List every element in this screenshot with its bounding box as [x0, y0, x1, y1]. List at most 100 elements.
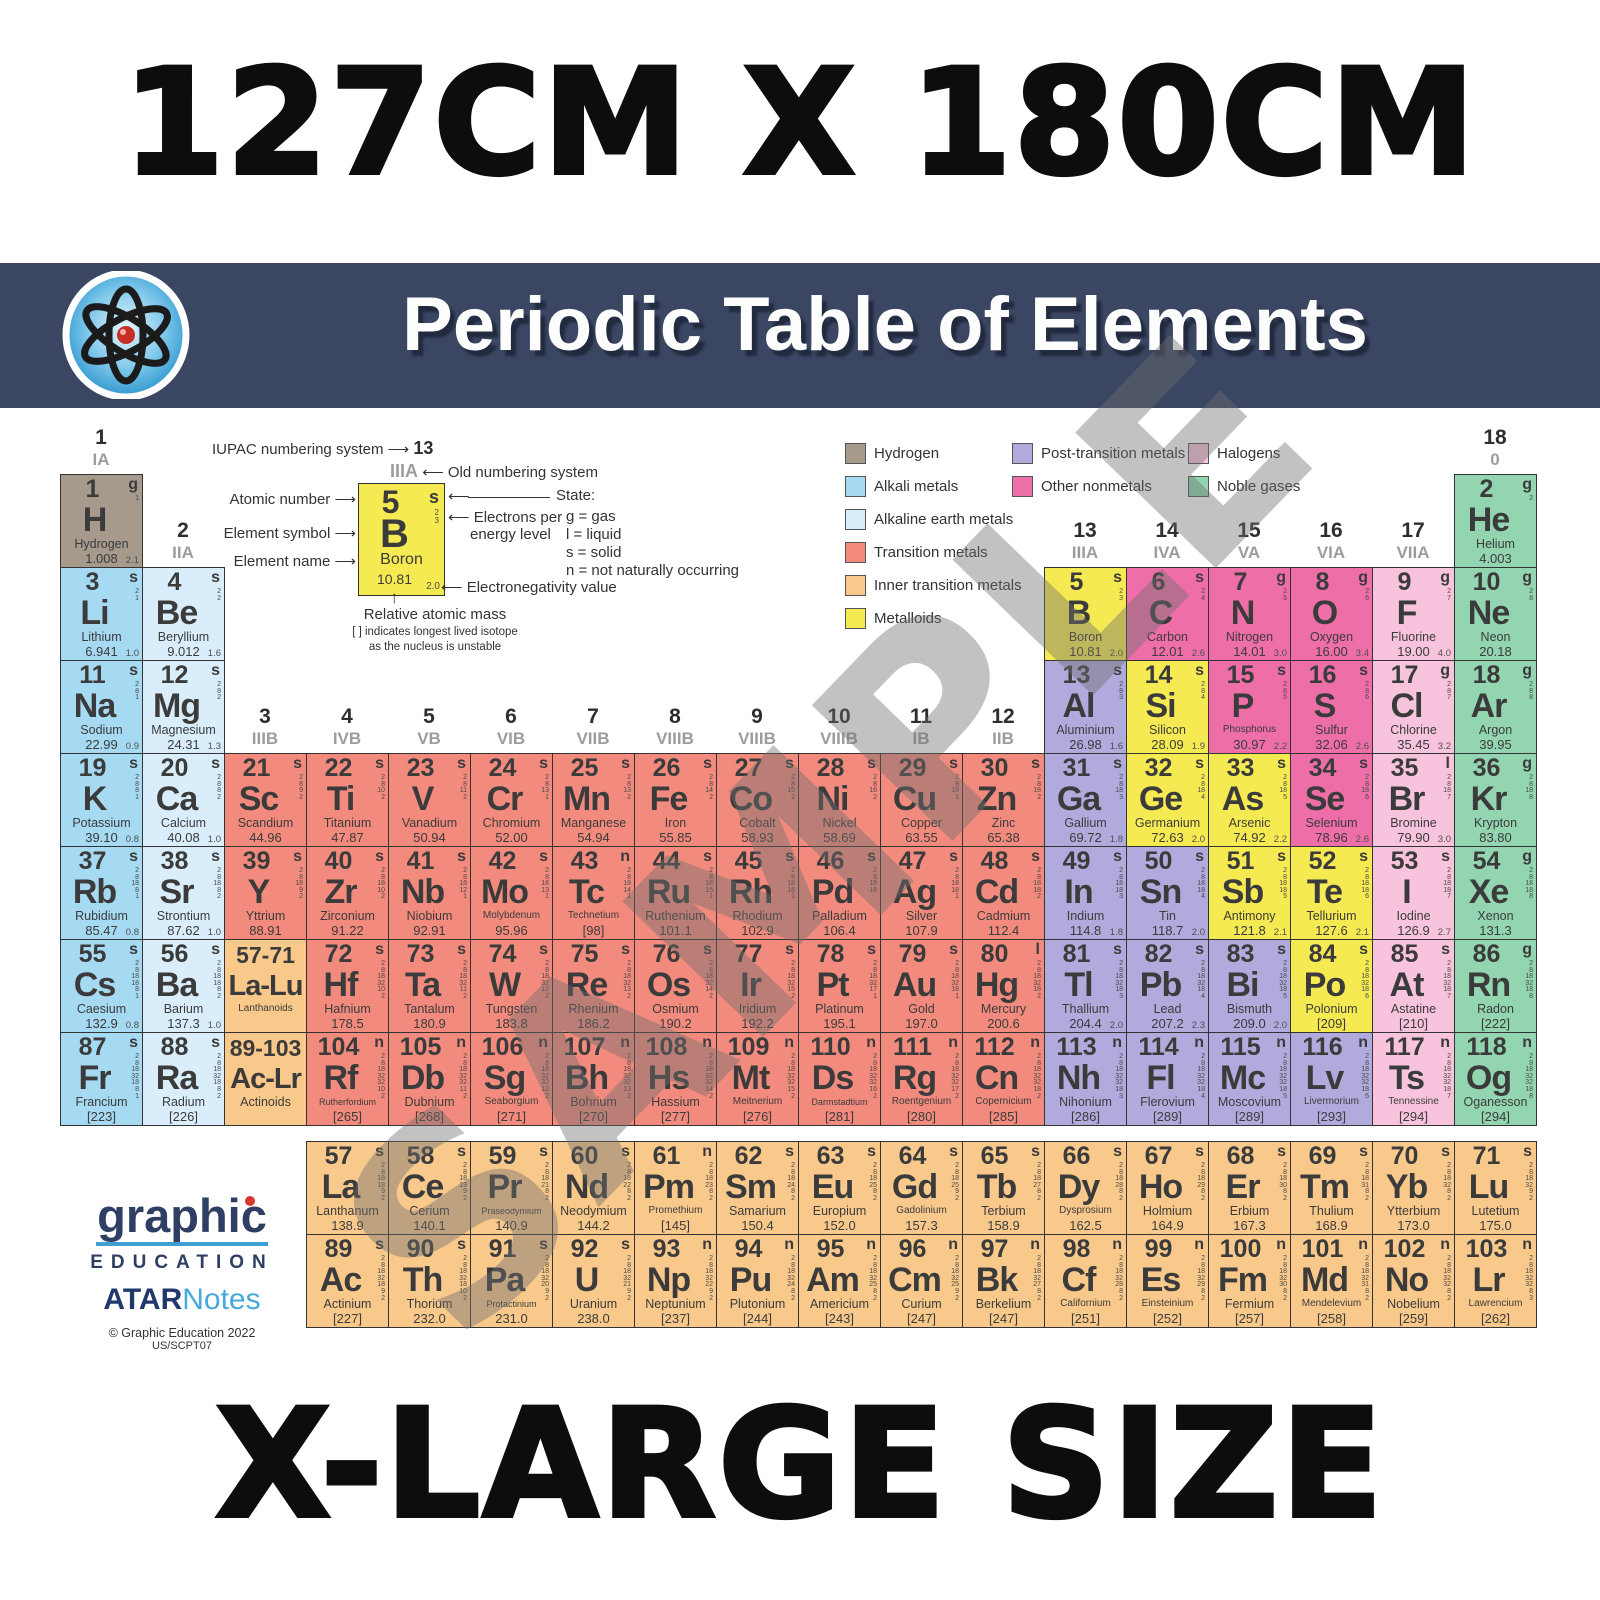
element-Mo: 42 s 2 8 18 13 1 Mo Molybdenum 95.96	[470, 846, 553, 940]
electronegativity-label: ⟵ Electronegativity value	[441, 579, 617, 596]
element-Rf: 104 n 2 8 18 32 32 10 2 Rf Rutherfordium [265]	[306, 1032, 389, 1126]
element-In: 49 s 2 8 18 18 3 In Indium 114.8 1.8	[1044, 846, 1127, 940]
copyright-text: © Graphic Education 2022	[108, 1326, 256, 1340]
element-Xe: 54 g 2 8 18 18 8 Xe Xenon 131.3	[1454, 846, 1537, 940]
arrow-left-icon: ⟵	[448, 509, 470, 526]
element-Pm: 61 n 2 8 18 23 8 2 Pm Promethium [145]	[634, 1141, 717, 1235]
element-Sb: 51 s 2 8 18 18 5 Sb Antimony 121.8 2.1	[1208, 846, 1291, 940]
element-Bi: 83 s 2 8 18 32 18 5 Bi Bismuth 209.0 2.0	[1208, 939, 1291, 1033]
element-I: 53 s 2 8 18 18 7 I Iodine 126.9 2.7	[1372, 846, 1455, 940]
element-Lr: 103 n 2 8 18 32 32 8 3 Lr Lawrencium [262]	[1454, 1234, 1537, 1328]
logo-underline	[96, 1242, 268, 1246]
element-Cl: 17 g 2 8 7 Cl Chlorine 35.45 3.2	[1372, 660, 1455, 754]
element-Tb: 65 s 2 8 18 27 8 2 Tb Terbium 158.9	[962, 1141, 1045, 1235]
element-Rh: 45 s 2 8 18 16 1 Rh Rhodium 102.9	[716, 846, 799, 940]
element-F: 9 g 2 7 F Fluorine 19.00 4.0	[1372, 567, 1455, 661]
education-logo-text: EDUCATION	[90, 1252, 274, 1273]
element-Fm: 100 n 2 8 18 32 30 8 2 Fm Fermium [257]	[1208, 1234, 1291, 1328]
element-Cu: 29 s 2 8 18 1 Cu Copper 63.55	[880, 753, 963, 847]
element-Os: 76 s 2 8 18 32 14 2 Os Osmium 190.2	[634, 939, 717, 1033]
legend-swatch-noble	[1188, 476, 1209, 497]
element-K: 19 s 2 8 8 1 K Potassium 39.10 0.8	[60, 753, 143, 847]
element-Pr: 59 s 2 8 18 21 8 2 Pr Praseodymium 140.9	[470, 1141, 553, 1235]
element-Hg: 80 l 2 8 18 32 18 2 Hg Mercury 200.6	[962, 939, 1045, 1033]
element-Nh: 113 n 2 8 18 32 32 18 3 Nh Nihonium [286]	[1044, 1032, 1127, 1126]
state-arrow: ⟵	[448, 487, 470, 505]
element-Ge: 32 s 2 8 18 4 Ge Germanium 72.63 2.0	[1126, 753, 1209, 847]
legend-swatch-nonmetal	[1012, 476, 1033, 497]
element-P: 15 s 2 8 5 P Phosphorus 30.97 2.2	[1208, 660, 1291, 754]
logo-red-dot-icon	[245, 1196, 256, 1206]
element-Y: 39 s 2 8 18 9 2 Y Yttrium 88.91	[224, 846, 307, 940]
element-U: 92 s 2 8 18 32 21 9 2 U Uranium 238.0	[552, 1234, 635, 1328]
legend-swatch-halogen	[1188, 443, 1209, 464]
element-Ne: 10 g 2 8 Ne Neon 20.18	[1454, 567, 1537, 661]
element-Bk: 97 n 2 8 18 32 27 8 2 Bk Berkelium [247]	[962, 1234, 1045, 1328]
state-arrow-line	[468, 497, 550, 498]
element-Eu: 63 s 2 8 18 25 8 2 Eu Europium 152.0	[798, 1141, 881, 1235]
group-header-17: 17 VIIA	[1396, 519, 1430, 562]
element-Rn: 86 g 2 8 18 32 18 8 Rn Radon [222]	[1454, 939, 1537, 1033]
legend-swatch-transition	[845, 542, 866, 563]
group-header-7: 7 VIIB	[576, 705, 610, 748]
element-Be: 4 s 2 2 Be Beryllium 9.012 1.6	[142, 567, 225, 661]
poster-size-top: 127CM X 180CM	[121, 36, 1478, 210]
element-Ag: 47 s 2 8 18 18 1 Ag Silver 107.9	[880, 846, 963, 940]
arrow-right-icon: ⟶	[334, 491, 356, 508]
group-header-13: 13 IIIA	[1071, 519, 1099, 562]
state-solid-label: s = solid	[566, 544, 622, 561]
element-Pu: 94 n 2 8 18 32 24 8 2 Pu Plutonium [244]	[716, 1234, 799, 1328]
element-Sg: 106 n 2 8 18 32 32 12 2 Sg Seaborgium [271]	[470, 1032, 553, 1126]
atarnotes-logo: ATARNotes	[103, 1283, 261, 1316]
group-header-11: 11 IB	[909, 705, 933, 748]
element-Ar: 18 g 2 8 8 Ar Argon 39.95	[1454, 660, 1537, 754]
element-As: 33 s 2 8 18 5 As Arsenic 74.92 2.2	[1208, 753, 1291, 847]
element-Pa: 91 s 2 8 18 32 20 9 2 Pa Protactinium 231.0	[470, 1234, 553, 1328]
element-Mc: 115 n 2 8 18 32 32 18 5 Mc Moscovium [289]	[1208, 1032, 1291, 1126]
element-Co: 27 s 2 8 15 2 Co Cobalt 58.93	[716, 753, 799, 847]
element-He: 2 g 2 He Helium 4.003	[1454, 474, 1537, 568]
element-Se: 34 s 2 8 18 6 Se Selenium 78.96 2.6	[1290, 753, 1373, 847]
group-header-4: 4 IVB	[332, 705, 362, 748]
element-Og: 118 n 2 8 18 32 32 18 8 Og Oganesson [294]	[1454, 1032, 1537, 1126]
element-Zn: 30 s 2 8 18 2 Zn Zinc 65.38	[962, 753, 1045, 847]
group-header-9: 9 VIIIB	[738, 705, 776, 748]
element-Na: 11 s 2 8 1 Na Sodium 22.99 0.9	[60, 660, 143, 754]
element-Au: 79 s 2 8 18 32 18 1 Au Gold 197.0	[880, 939, 963, 1033]
element-At: 85 s 2 8 18 32 18 7 At Astatine [210]	[1372, 939, 1455, 1033]
state-not-natural-label: n = not naturally occurring	[566, 562, 740, 579]
element-Rb: 37 s 2 8 18 8 1 Rb Rubidium 85.47 0.8	[60, 846, 143, 940]
group-header-6: 6 VIB	[496, 705, 526, 748]
element-N: 7 g 2 5 N Nitrogen 14.01 3.0	[1208, 567, 1291, 661]
group-header-1: 1 IA	[92, 426, 110, 469]
element-Ga: 31 s 2 8 18 3 Ga Gallium 69.72 1.8	[1044, 753, 1127, 847]
element-Mg: 12 s 2 8 2 Mg Magnesium 24.31 1.3	[142, 660, 225, 754]
element-Po: 84 s 2 8 18 32 18 6 Po Polonium [209]	[1290, 939, 1373, 1033]
element-C: 6 s 2 4 C Carbon 12.01 2.6	[1126, 567, 1209, 661]
element-Sr: 38 s 2 8 18 8 2 Sr Strontium 87.62 1.0	[142, 846, 225, 940]
element-Lu: 71 s 2 8 18 32 9 2 Lu Lutetium 175.0	[1454, 1141, 1537, 1235]
group-header-14: 14 IVA	[1153, 519, 1181, 562]
element-Md: 101 n 2 8 18 32 31 8 2 Md Mendelevium [258]	[1290, 1234, 1373, 1328]
element-S: 16 s 2 8 6 S Sulfur 32.06 2.6	[1290, 660, 1373, 754]
legend-swatch-post	[1012, 443, 1033, 464]
element-Sn: 50 s 2 8 18 18 4 Sn Tin 118.7 2.0	[1126, 846, 1209, 940]
arrow-left-icon: ⟵	[448, 488, 470, 505]
placeholder-Ac-Lr: 89-103 Ac-Lr Actinoids	[224, 1032, 307, 1126]
element-Bh: 107 n 2 8 18 32 32 13 2 Bh Bohrium [270]	[552, 1032, 635, 1126]
mass-note-2: as the nucleus is unstable	[368, 641, 502, 653]
element-Zr: 40 s 2 8 18 10 2 Zr Zirconium 91.22	[306, 846, 389, 940]
state-label: State:	[556, 487, 596, 504]
arrow-left-icon: ⟵	[441, 579, 463, 596]
element-Tm: 69 s 2 8 18 31 8 2 Tm Thulium 168.9	[1290, 1141, 1373, 1235]
element-Te: 52 s 2 8 18 18 6 Te Tellurium 127.6 2.1	[1290, 846, 1373, 940]
element-Cs: 55 s 2 8 18 18 8 1 Cs Caesium 132.9 0.8	[60, 939, 143, 1033]
legend-swatch-metalloid	[845, 608, 866, 629]
element-No: 102 n 2 8 18 32 32 8 2 No Nobelium [259]	[1372, 1234, 1455, 1328]
element-Li: 3 s 2 1 Li Lithium 6.941 1.0	[60, 567, 143, 661]
element-Tl: 81 s 2 8 18 32 18 3 Tl Thallium 204.4 2.0	[1044, 939, 1127, 1033]
element-Fr: 87 s 2 8 18 32 18 8 1 Fr Francium [223]	[60, 1032, 143, 1126]
publisher-block: graphic EDUCATION ATARNotes © Graphic Ed…	[62, 1192, 302, 1353]
